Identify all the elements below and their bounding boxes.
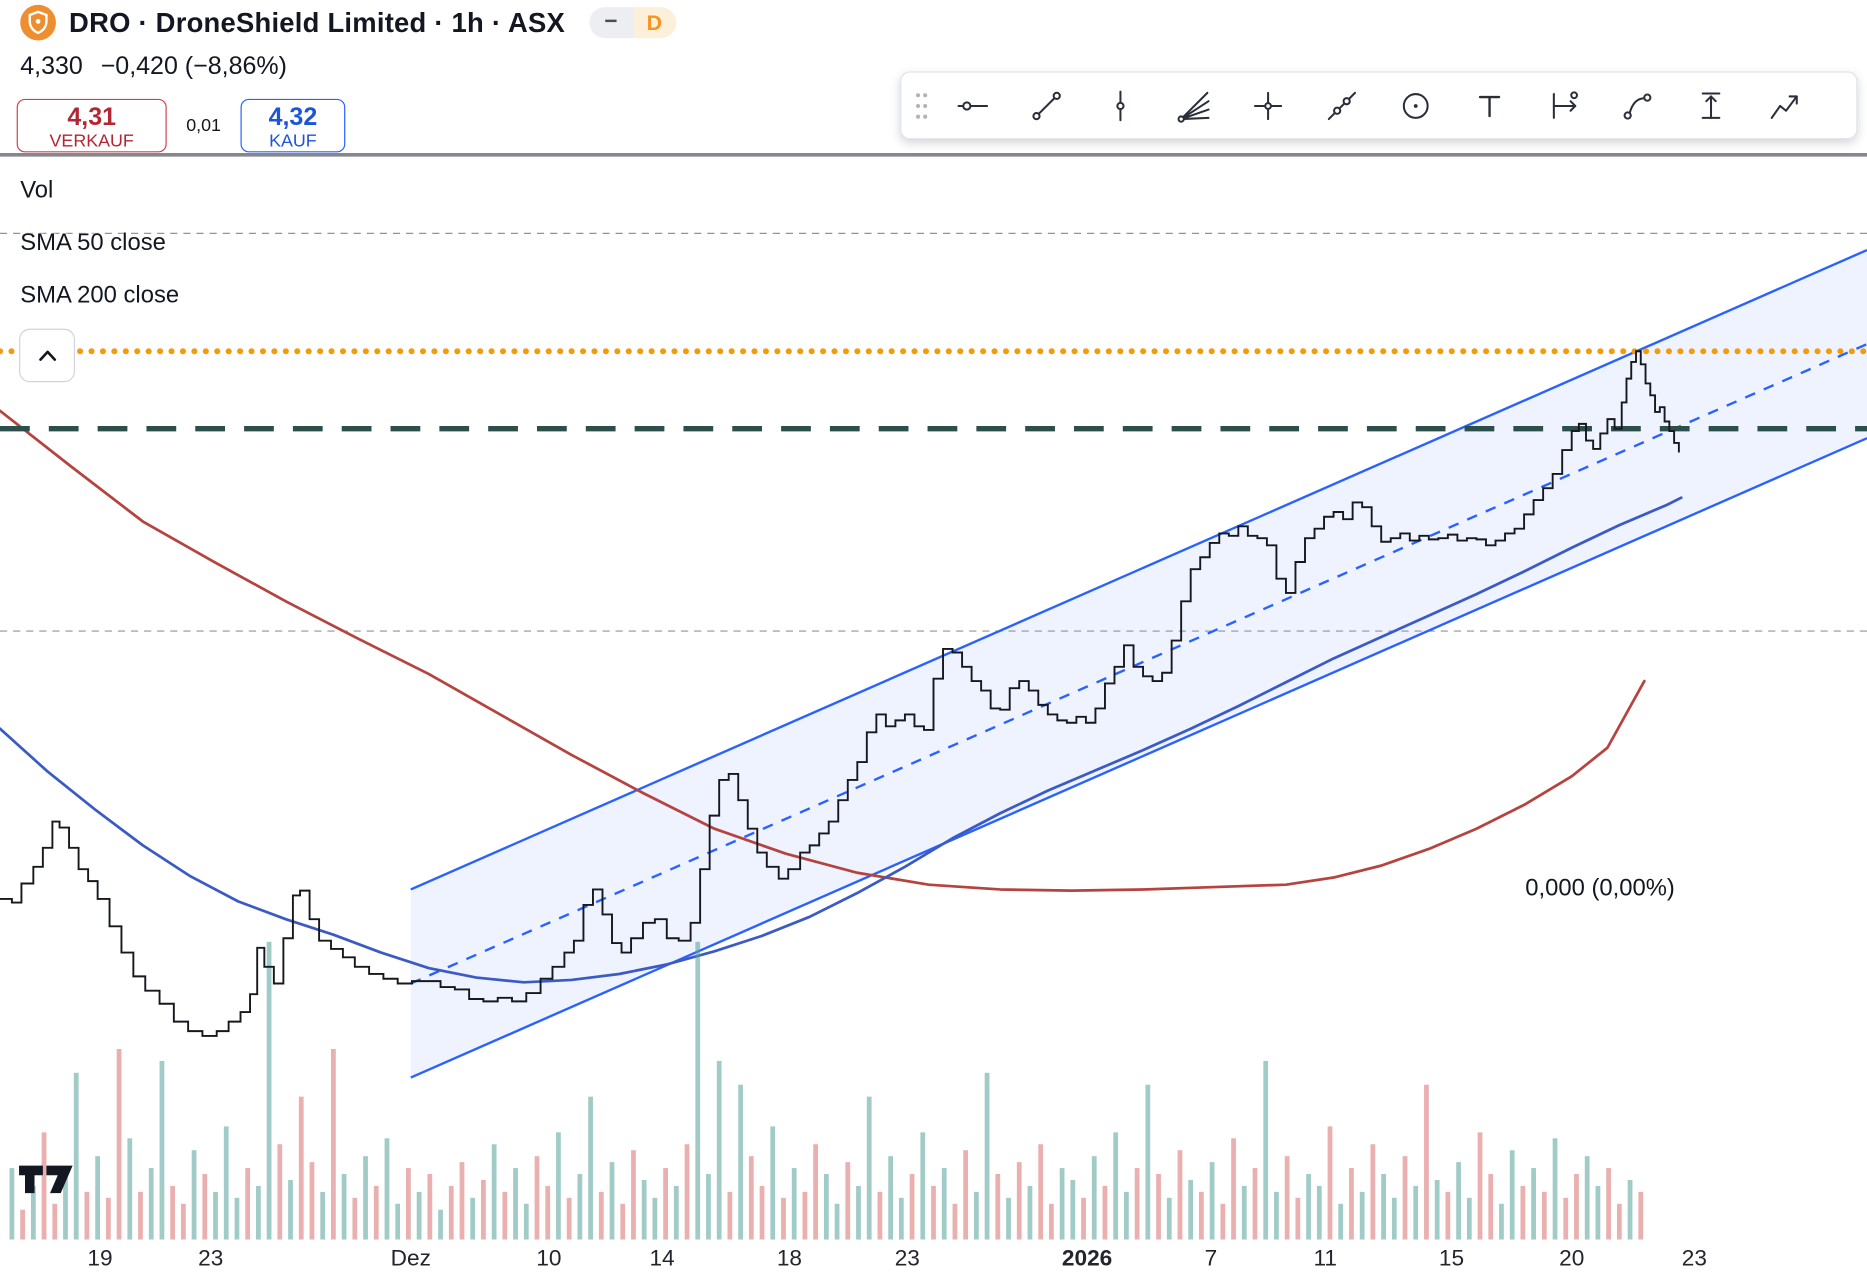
interval-badge-group: − D [588,7,676,39]
interval-remove-button[interactable]: − [588,7,633,39]
trend-line-icon [1032,91,1061,120]
buy-button[interactable]: 4,32 KAUF [240,98,346,153]
tool-price-range-button[interactable] [1674,76,1748,134]
tool-trend-arrow-button[interactable] [1748,76,1822,134]
ellipse-icon [1402,92,1429,119]
symbol-header: DRO · DroneShield Limited · 1h · ASX − D [19,4,676,42]
x-axis-label: Dez [390,1246,431,1272]
position-pnl-label: 0,000 (0,00%) [1525,875,1675,902]
tool-fan-lines-button[interactable] [1157,76,1231,134]
tool-ellipse-button[interactable] [1379,76,1453,134]
x-axis-label: 18 [776,1246,803,1272]
x-axis-label: 14 [649,1246,675,1272]
tool-disjoint-line-button[interactable] [1305,76,1379,134]
x-axis-label: 11 [1313,1246,1337,1272]
tool-crosshair-button[interactable] [1231,76,1305,134]
legend-item-vol[interactable]: Vol [20,177,54,204]
toolbar-drag-handle[interactable] [907,77,936,134]
tradingview-logo[interactable] [17,1160,79,1202]
buy-price: 4,32 [268,102,318,131]
collapse-legend-button[interactable] [19,328,76,383]
price-change: −0,420 (−8,86%) [100,52,287,80]
tool-horizontal-ray-button[interactable] [936,76,1010,134]
curve-icon [1623,92,1652,120]
horizontal-ray-icon [957,100,989,110]
trend-arrow-icon [1770,94,1798,119]
x-axis-label: 23 [198,1246,224,1272]
x-axis-label: 19 [87,1246,113,1272]
fan-lines-icon [1177,91,1210,123]
x-axis-label: 15 [1438,1246,1465,1272]
price-info: 4,330 −0,420 (−8,86%) [20,52,287,81]
date-range-icon [1552,90,1578,119]
last-price: 4,330 [20,52,83,80]
tool-vertical-line-button[interactable] [1084,76,1158,134]
x-axis-label: 10 [536,1246,562,1272]
tool-text-button[interactable] [1453,76,1527,134]
spread-value: 0,01 [186,115,221,136]
crosshair-icon [1253,91,1283,120]
price-range-icon [1701,91,1721,119]
x-axis-label-year: 2026 [1061,1246,1113,1272]
tool-trend-line-button[interactable] [1010,76,1084,134]
symbol-title[interactable]: DRO · DroneShield Limited · 1h · ASX [69,6,566,38]
legend-item-sma200[interactable]: SMA 200 close [20,282,180,309]
legend-item-sma50[interactable]: SMA 50 close [20,229,166,256]
trade-panel: 4,31 VERKAUF 0,01 4,32 KAUF [16,98,346,153]
buy-label: KAUF [269,130,317,151]
drag-dots-icon [915,92,928,119]
tradingview-logo-icon [19,1165,73,1194]
tool-date-range-button[interactable] [1526,76,1600,134]
tool-curve-button[interactable] [1600,76,1674,134]
x-axis-label: 23 [1681,1246,1707,1272]
x-axis-label: 23 [894,1246,920,1272]
drawing-toolbar [900,71,1858,140]
disjoint-line-icon [1327,91,1357,120]
x-axis-label: 20 [1559,1246,1585,1272]
sell-price: 4,31 [67,102,117,131]
time-axis[interactable]: 19 23 Dez 10 14 18 23 2026 7 11 15 20 23 [0,1243,1867,1279]
sell-button[interactable]: 4,31 VERKAUF [16,98,167,153]
vertical-line-icon [1116,90,1125,121]
x-axis-label: 7 [1204,1246,1218,1272]
interval-badge[interactable]: D [632,7,676,39]
sell-label: VERKAUF [49,130,134,151]
droneshield-logo-icon [20,4,56,41]
chevron-up-icon [38,349,56,361]
text-icon [1478,95,1501,117]
